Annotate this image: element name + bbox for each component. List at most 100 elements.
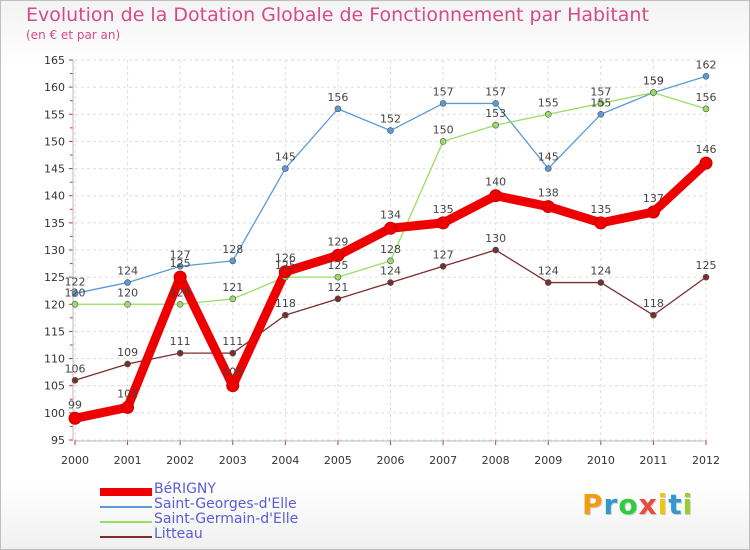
data-label-0: 126 [275,252,296,265]
data-label-1: 157 [433,85,454,98]
x-tick-label: 2008 [482,454,510,467]
data-point-3 [282,311,289,319]
legend-label: Saint-Germain-d'Elle [154,511,299,527]
data-label-0: 135 [433,203,454,216]
logo-letter: t [668,488,683,521]
y-tick-label: 165 [44,54,65,67]
data-label-1: 124 [117,265,138,278]
x-tick-label: 2007 [429,454,457,467]
legend-label: Litteau [154,526,203,542]
data-label-2: 153 [485,107,506,120]
y-tick-label: 95 [51,434,65,447]
y-tick-label: 100 [44,407,65,420]
x-tick-label: 2006 [377,454,405,467]
data-point-3 [124,360,131,368]
data-label-0: 101 [117,387,138,400]
legend-swatch [100,506,152,508]
y-tick-label: 145 [44,163,65,176]
y-tick-label: 120 [44,298,65,311]
logo-letter: x [638,488,658,521]
data-label-3: 121 [327,281,348,294]
data-label-3: 125 [696,259,717,272]
data-label-2: 120 [117,286,138,299]
data-point-2 [597,100,605,107]
data-point-0 [541,200,555,214]
data-point-1 [702,72,710,80]
data-label-1: 162 [696,58,717,71]
data-point-0 [226,379,240,393]
legend-label: Saint-Georges-d'Elle [154,496,297,512]
y-tick-label: 110 [44,353,65,366]
data-label-1: 122 [65,275,86,288]
data-label-3: 111 [170,335,191,348]
data-point-2 [492,121,499,129]
chart-title: Evolution de la Dotation Globale de Fonc… [26,4,649,26]
logo-letter: i [657,488,669,521]
x-tick-label: 2011 [639,454,667,467]
y-tick-label: 150 [44,135,65,148]
x-tick-label: 2003 [219,454,247,467]
x-tick-label: 2002 [166,454,194,467]
proxiti-logo: Proxiti [582,488,693,521]
data-point-1 [176,262,184,270]
data-point-3 [702,273,710,281]
legend-swatch [100,488,152,496]
data-point-2 [387,257,394,265]
data-point-1 [124,279,131,286]
data-point-2 [702,105,710,113]
data-point-0 [489,189,503,203]
data-point-0 [173,270,187,284]
data-label-1: 145 [538,151,559,164]
data-label-3: 111 [222,335,243,348]
data-label-3: 118 [643,297,664,310]
data-label-0: 105 [222,366,243,379]
data-point-3 [650,311,657,319]
data-label-3: 124 [590,265,611,278]
data-label-0: 99 [68,398,82,411]
logo-letter: P [582,488,604,521]
x-tick-label: 2009 [534,454,562,467]
data-label-0: 125 [170,257,191,270]
x-tick-label: 2005 [324,454,352,467]
data-label-2: 156 [696,91,717,104]
data-point-0 [594,216,608,230]
legend-swatch [100,536,152,538]
data-label-1: 128 [222,243,243,256]
data-point-3 [492,246,499,254]
data-label-0: 134 [380,208,401,221]
data-point-3 [71,376,79,384]
data-label-1: 145 [275,151,296,164]
data-point-3 [176,349,184,357]
data-labels: 122 124 127 128 145 156 152 157 157 145 155 159 162 1… [65,58,717,411]
data-label-0: 146 [696,143,717,156]
y-tick-label: 140 [44,190,65,203]
data-point-2 [71,300,79,308]
data-label-0: 129 [327,235,348,248]
y-tick-label: 160 [44,81,65,94]
data-label-2: 155 [538,96,559,109]
data-point-3 [229,349,237,357]
data-label-2: 157 [590,85,611,98]
data-label-0: 137 [643,192,664,205]
x-tick-label: 2000 [61,454,89,467]
data-point-2 [650,89,657,96]
data-label-3: 124 [380,265,401,278]
data-label-2: 125 [327,259,348,272]
grid-lines [74,59,707,441]
data-label-1: 152 [380,113,401,126]
data-point-1 [544,165,552,172]
data-point-1 [71,290,79,297]
logo-letter: i [682,488,694,521]
data-point-0 [121,400,135,414]
data-label-3: 109 [117,346,138,359]
data-point-1 [334,105,342,113]
data-point-0 [331,248,345,262]
data-point-2 [124,300,131,308]
data-point-3 [597,279,605,286]
x-tick-label: 2012 [692,454,720,467]
axes: 9510010511011512012513013514014515015516… [44,54,720,467]
data-label-2: 120 [65,286,86,299]
data-point-0 [646,205,660,219]
y-tick-label: 155 [44,108,65,121]
